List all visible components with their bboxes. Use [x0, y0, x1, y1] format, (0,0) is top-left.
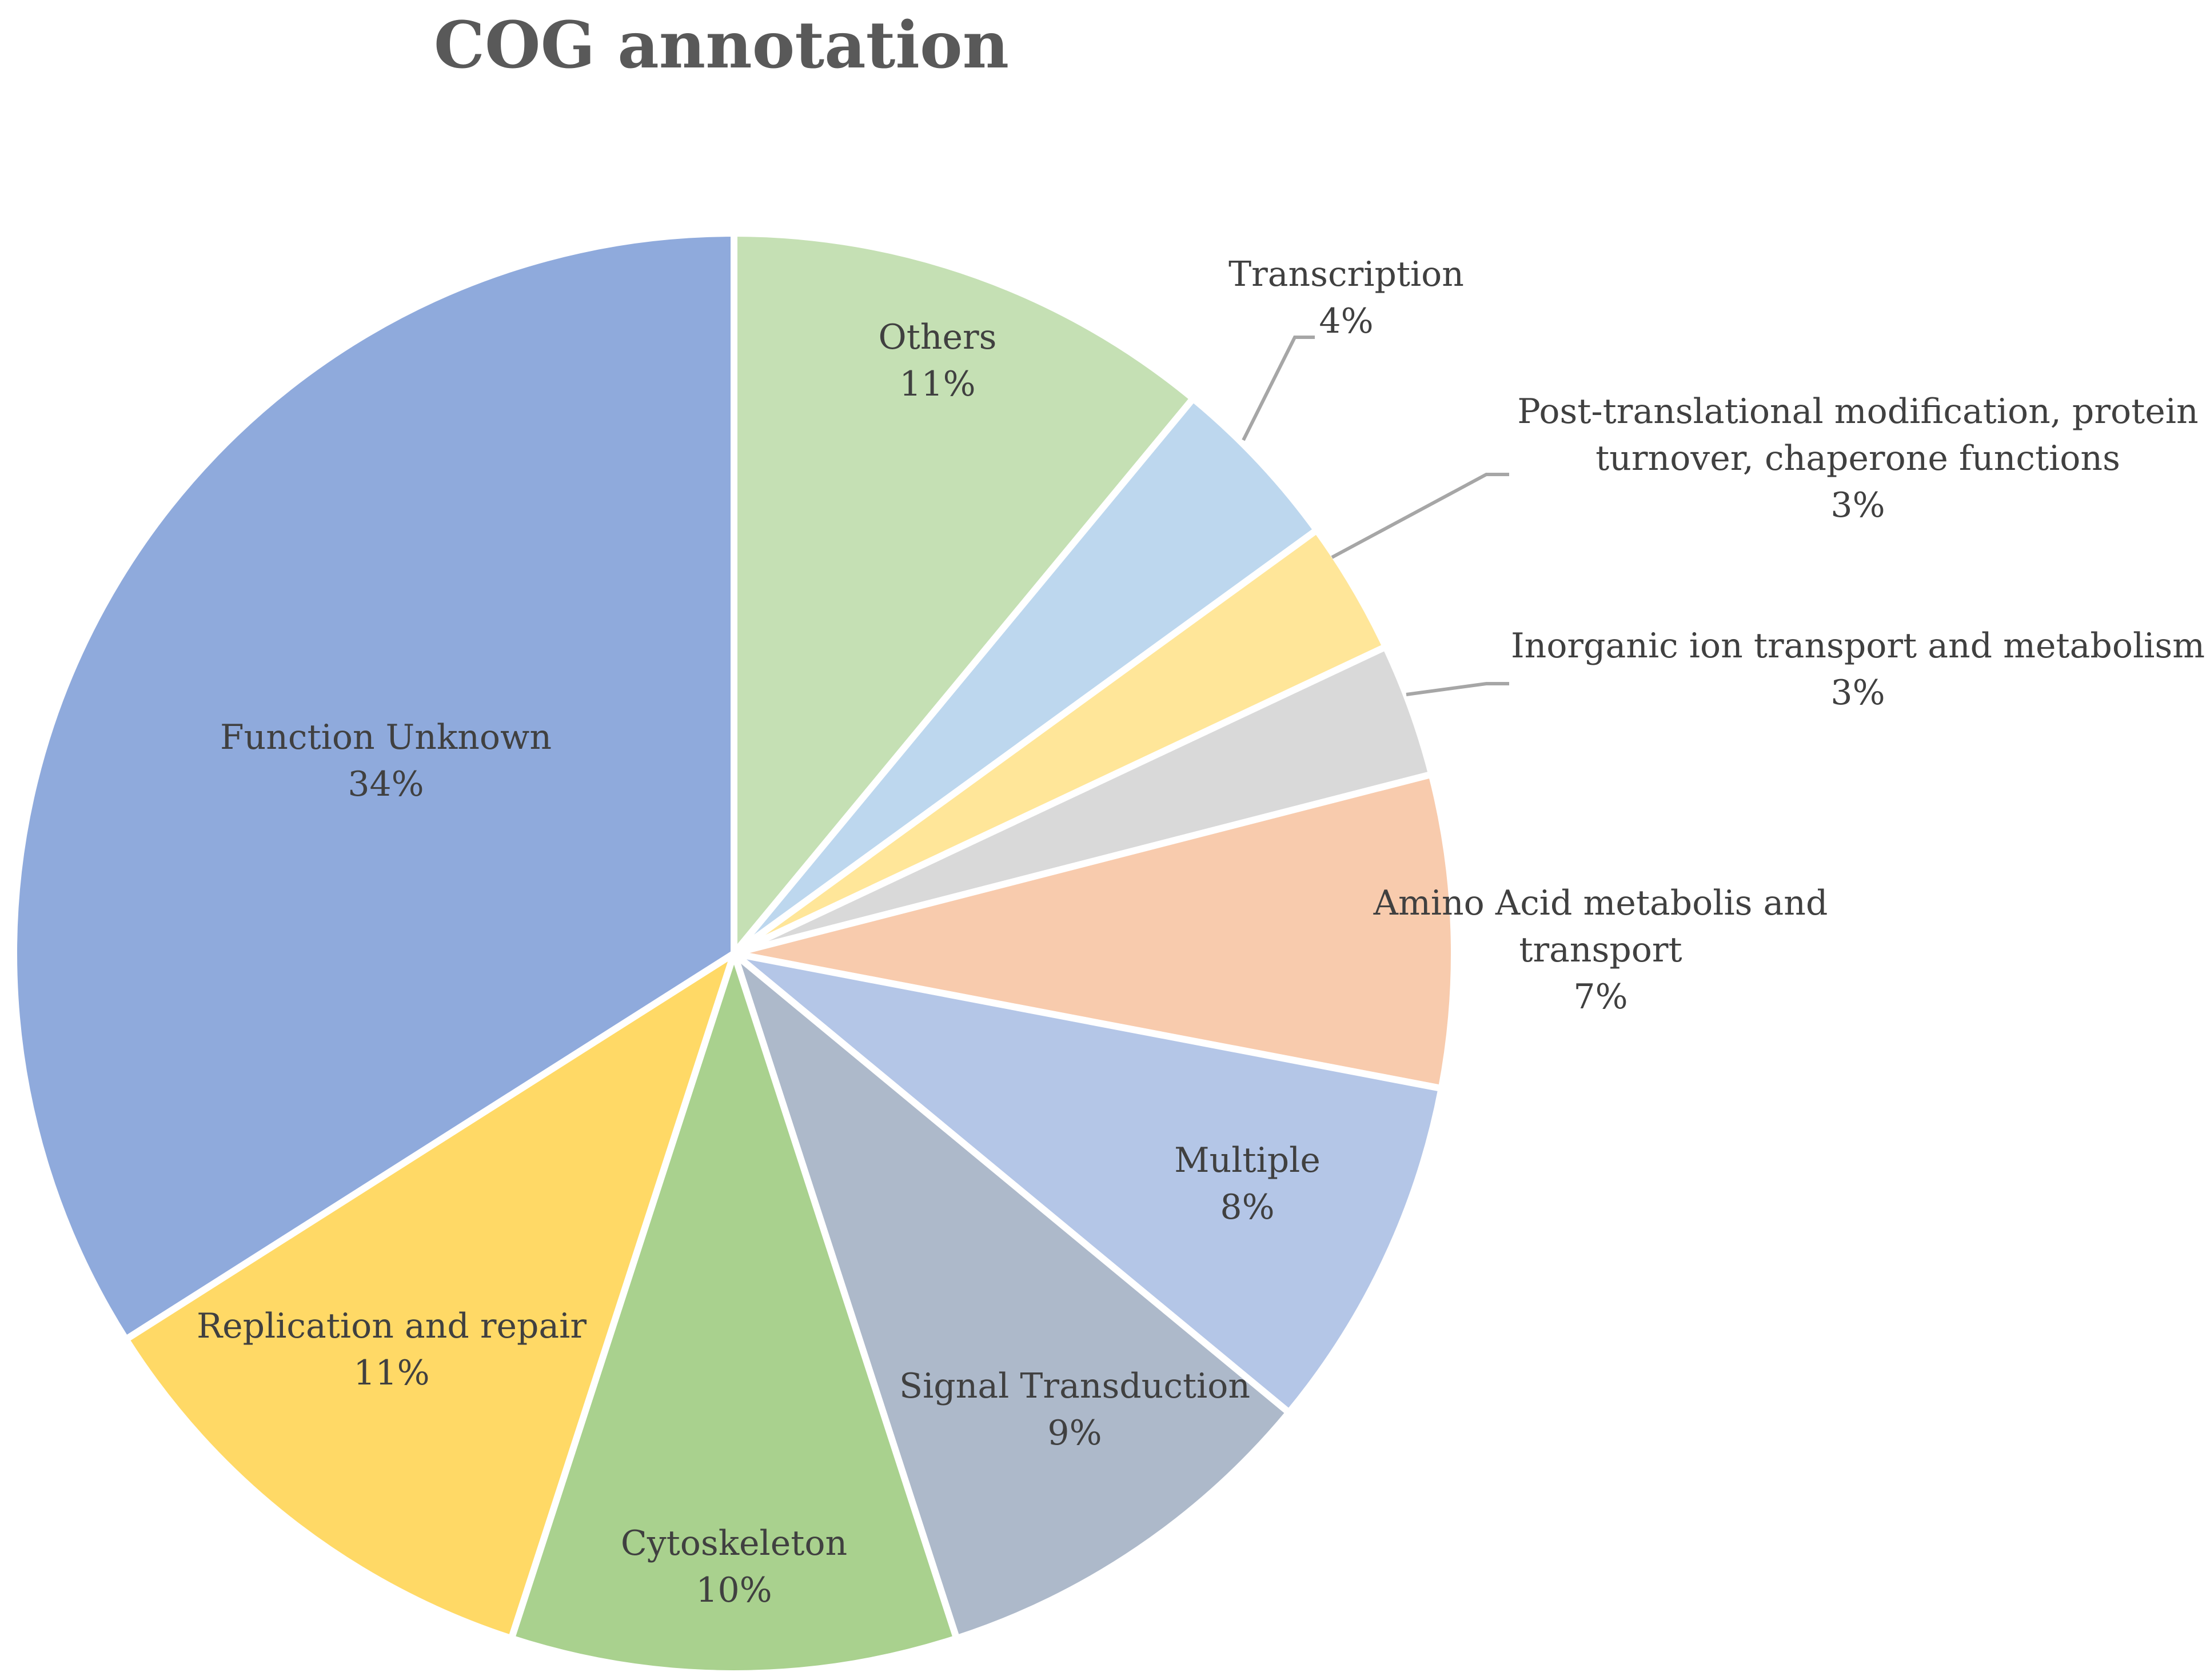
- slice-label-transcription: Transcription: [1228, 254, 1464, 294]
- leader-lines: [1242, 336, 1509, 696]
- pie-slices: [10, 229, 1458, 1677]
- slice-percent-signal-transduction: 9%: [1047, 1413, 1102, 1453]
- slice-label-amino-acid-metabolis-and-transport: Amino Acid metabolis and transport: [1373, 883, 1828, 970]
- slice-percent-multiple: 8%: [1220, 1187, 1274, 1227]
- slice-others: [731, 229, 1198, 963]
- slice-function-unknown: [10, 229, 737, 1344]
- slice-label-function-unknown: Function Unknown: [220, 717, 552, 757]
- slice-percent-others: 11%: [899, 364, 975, 404]
- slice-percent-post-translational-modification-protein-turnover-chaperone-functions: 3%: [1830, 485, 1885, 525]
- slice-amino-acid-metabolis-and-transport: [733, 770, 1458, 1093]
- slice-multiple: [732, 950, 1446, 1418]
- slice-percent-function-unknown: 34%: [348, 764, 424, 804]
- slice-percent-replication-and-repair: 11%: [353, 1353, 429, 1393]
- slice-replication-and-repair: [121, 945, 740, 1643]
- slice-percent-transcription: 4%: [1319, 301, 1373, 341]
- chart-title: COG annotation: [434, 8, 1009, 83]
- slice-label-others: Others: [879, 317, 997, 357]
- slice-percent-cytoskeleton: 10%: [696, 1570, 772, 1610]
- slice-cytoskeleton: [507, 942, 961, 1677]
- leader-line-post-translational-modification-protein-turnover-chaperone-functions: [1331, 473, 1509, 559]
- slice-label-cytoskeleton: Cytoskeleton: [621, 1523, 847, 1563]
- slice-label-replication-and-repair: Replication and repair: [197, 1306, 587, 1346]
- slice-labels: Others 11% Transcription 4% Post-translation…: [197, 254, 2205, 1610]
- slice-percent-amino-acid-metabolis-and-transport: 7%: [1573, 977, 1627, 1017]
- leader-line-inorganic-ion-transport-and-metabolism: [1406, 682, 1509, 696]
- slice-label-inorganic-ion-transport-and-metabolism: Inorganic ion transport and metabolism: [1511, 626, 2205, 666]
- slice-label-post-translational-modification-protein-turnover-chaperone-functions: Post-translational modification, protein…: [1517, 392, 2198, 478]
- slice-label-multiple: Multiple: [1174, 1140, 1321, 1180]
- leader-line-transcription: [1242, 336, 1315, 441]
- slice-signal-transduction: [727, 943, 1294, 1643]
- slice-label-signal-transduction: Signal Transduction: [899, 1366, 1250, 1406]
- slice-percent-inorganic-ion-transport-and-metabolism: 3%: [1830, 673, 1885, 713]
- slice-transcription: [731, 393, 1322, 956]
